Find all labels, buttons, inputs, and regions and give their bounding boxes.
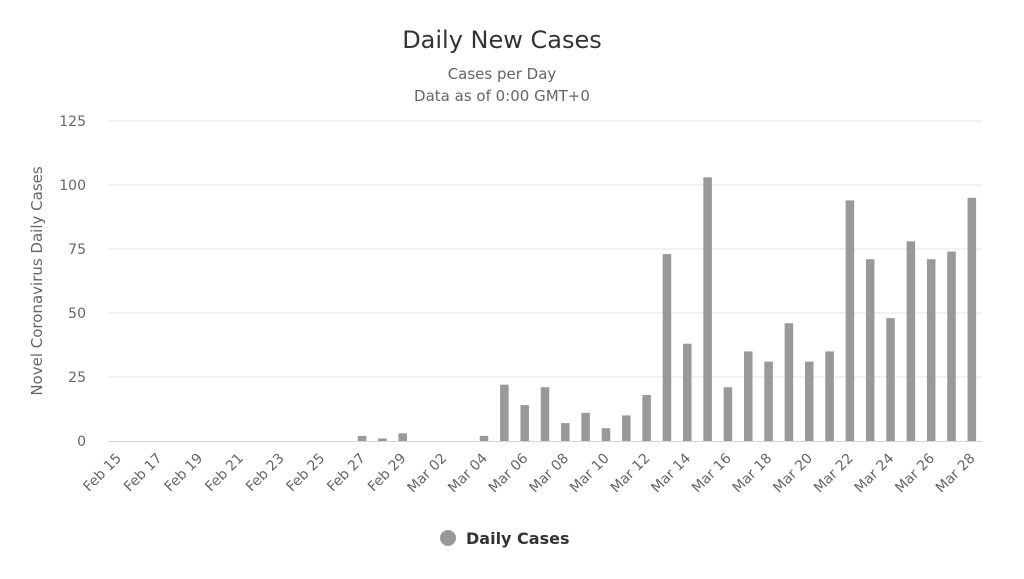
bar[interactable] bbox=[642, 394, 651, 441]
bar[interactable] bbox=[601, 428, 611, 441]
x-tick-label: Mar 02 bbox=[404, 451, 450, 497]
bar[interactable] bbox=[398, 433, 407, 441]
legend[interactable]: Daily Cases bbox=[440, 529, 569, 548]
x-tick-label: Mar 06 bbox=[486, 450, 532, 496]
x-tick-label: Feb 27 bbox=[324, 451, 369, 496]
bar[interactable] bbox=[520, 405, 529, 441]
x-tick-label: Mar 12 bbox=[608, 451, 654, 497]
x-tick-label: Feb 15 bbox=[80, 451, 125, 496]
grid-lines bbox=[108, 120, 982, 378]
bar[interactable] bbox=[886, 318, 895, 441]
chart-subtitle-line-1: Cases per Day bbox=[448, 65, 557, 83]
x-tick-label: Mar 10 bbox=[567, 451, 613, 497]
y-tick-label: 100 bbox=[59, 178, 86, 194]
bar[interactable] bbox=[967, 197, 977, 441]
legend-marker-daily-cases[interactable] bbox=[440, 530, 456, 546]
y-tick-label: 50 bbox=[68, 306, 86, 322]
bar[interactable] bbox=[357, 435, 367, 441]
legend-label-daily-cases[interactable]: Daily Cases bbox=[466, 529, 569, 548]
x-tick-label: Mar 14 bbox=[648, 450, 694, 496]
bar[interactable] bbox=[683, 343, 692, 441]
bar[interactable] bbox=[703, 177, 712, 441]
y-tick-label: 25 bbox=[68, 370, 86, 386]
bar[interactable] bbox=[784, 323, 794, 441]
x-tick-label: Feb 25 bbox=[284, 451, 329, 496]
bar[interactable] bbox=[825, 351, 834, 441]
bar-series-daily-cases[interactable] bbox=[357, 177, 977, 441]
bar[interactable] bbox=[479, 435, 489, 441]
x-tick-label: Mar 08 bbox=[526, 451, 572, 497]
bar[interactable] bbox=[845, 200, 855, 441]
bar[interactable] bbox=[662, 254, 672, 441]
x-tick-label: Mar 28 bbox=[933, 451, 979, 497]
x-tick-label: Feb 21 bbox=[202, 451, 247, 496]
chart-title: Daily New Cases bbox=[402, 26, 602, 54]
x-tick-label: Feb 29 bbox=[365, 451, 410, 496]
x-tick-label: Mar 04 bbox=[445, 450, 491, 496]
bar[interactable] bbox=[926, 259, 936, 441]
x-tick-label: Mar 22 bbox=[811, 451, 857, 497]
x-tick-label: Feb 23 bbox=[243, 451, 288, 496]
y-axis-ticks: 0 25 50 75 100 125 bbox=[59, 114, 86, 450]
chart-subtitle-line-2: Data as of 0:00 GMT+0 bbox=[414, 87, 590, 105]
bar[interactable] bbox=[743, 351, 753, 441]
x-tick-label: Feb 17 bbox=[121, 451, 166, 496]
bar[interactable] bbox=[723, 387, 733, 441]
x-tick-label: Mar 20 bbox=[770, 451, 816, 497]
bar[interactable] bbox=[947, 251, 956, 441]
x-tick-label: Mar 16 bbox=[689, 450, 735, 496]
y-tick-label: 75 bbox=[68, 242, 86, 258]
bar[interactable] bbox=[764, 361, 773, 441]
bar[interactable] bbox=[622, 415, 631, 441]
y-tick-label: 0 bbox=[77, 434, 86, 450]
bar[interactable] bbox=[500, 384, 509, 441]
bar[interactable] bbox=[906, 241, 916, 441]
bar[interactable] bbox=[540, 387, 550, 441]
bar[interactable] bbox=[378, 438, 387, 441]
x-tick-label: Mar 18 bbox=[730, 451, 776, 497]
bar[interactable] bbox=[561, 423, 570, 441]
bar[interactable] bbox=[804, 361, 814, 441]
x-tick-label: Feb 19 bbox=[162, 451, 207, 496]
x-tick-label: Mar 26 bbox=[892, 450, 938, 496]
y-tick-label: 125 bbox=[59, 114, 86, 130]
bar[interactable] bbox=[865, 259, 875, 441]
y-axis-title: Novel Coronavirus Daily Cases bbox=[28, 166, 46, 396]
bar[interactable] bbox=[581, 412, 590, 441]
x-tick-label: Mar 24 bbox=[852, 450, 898, 496]
